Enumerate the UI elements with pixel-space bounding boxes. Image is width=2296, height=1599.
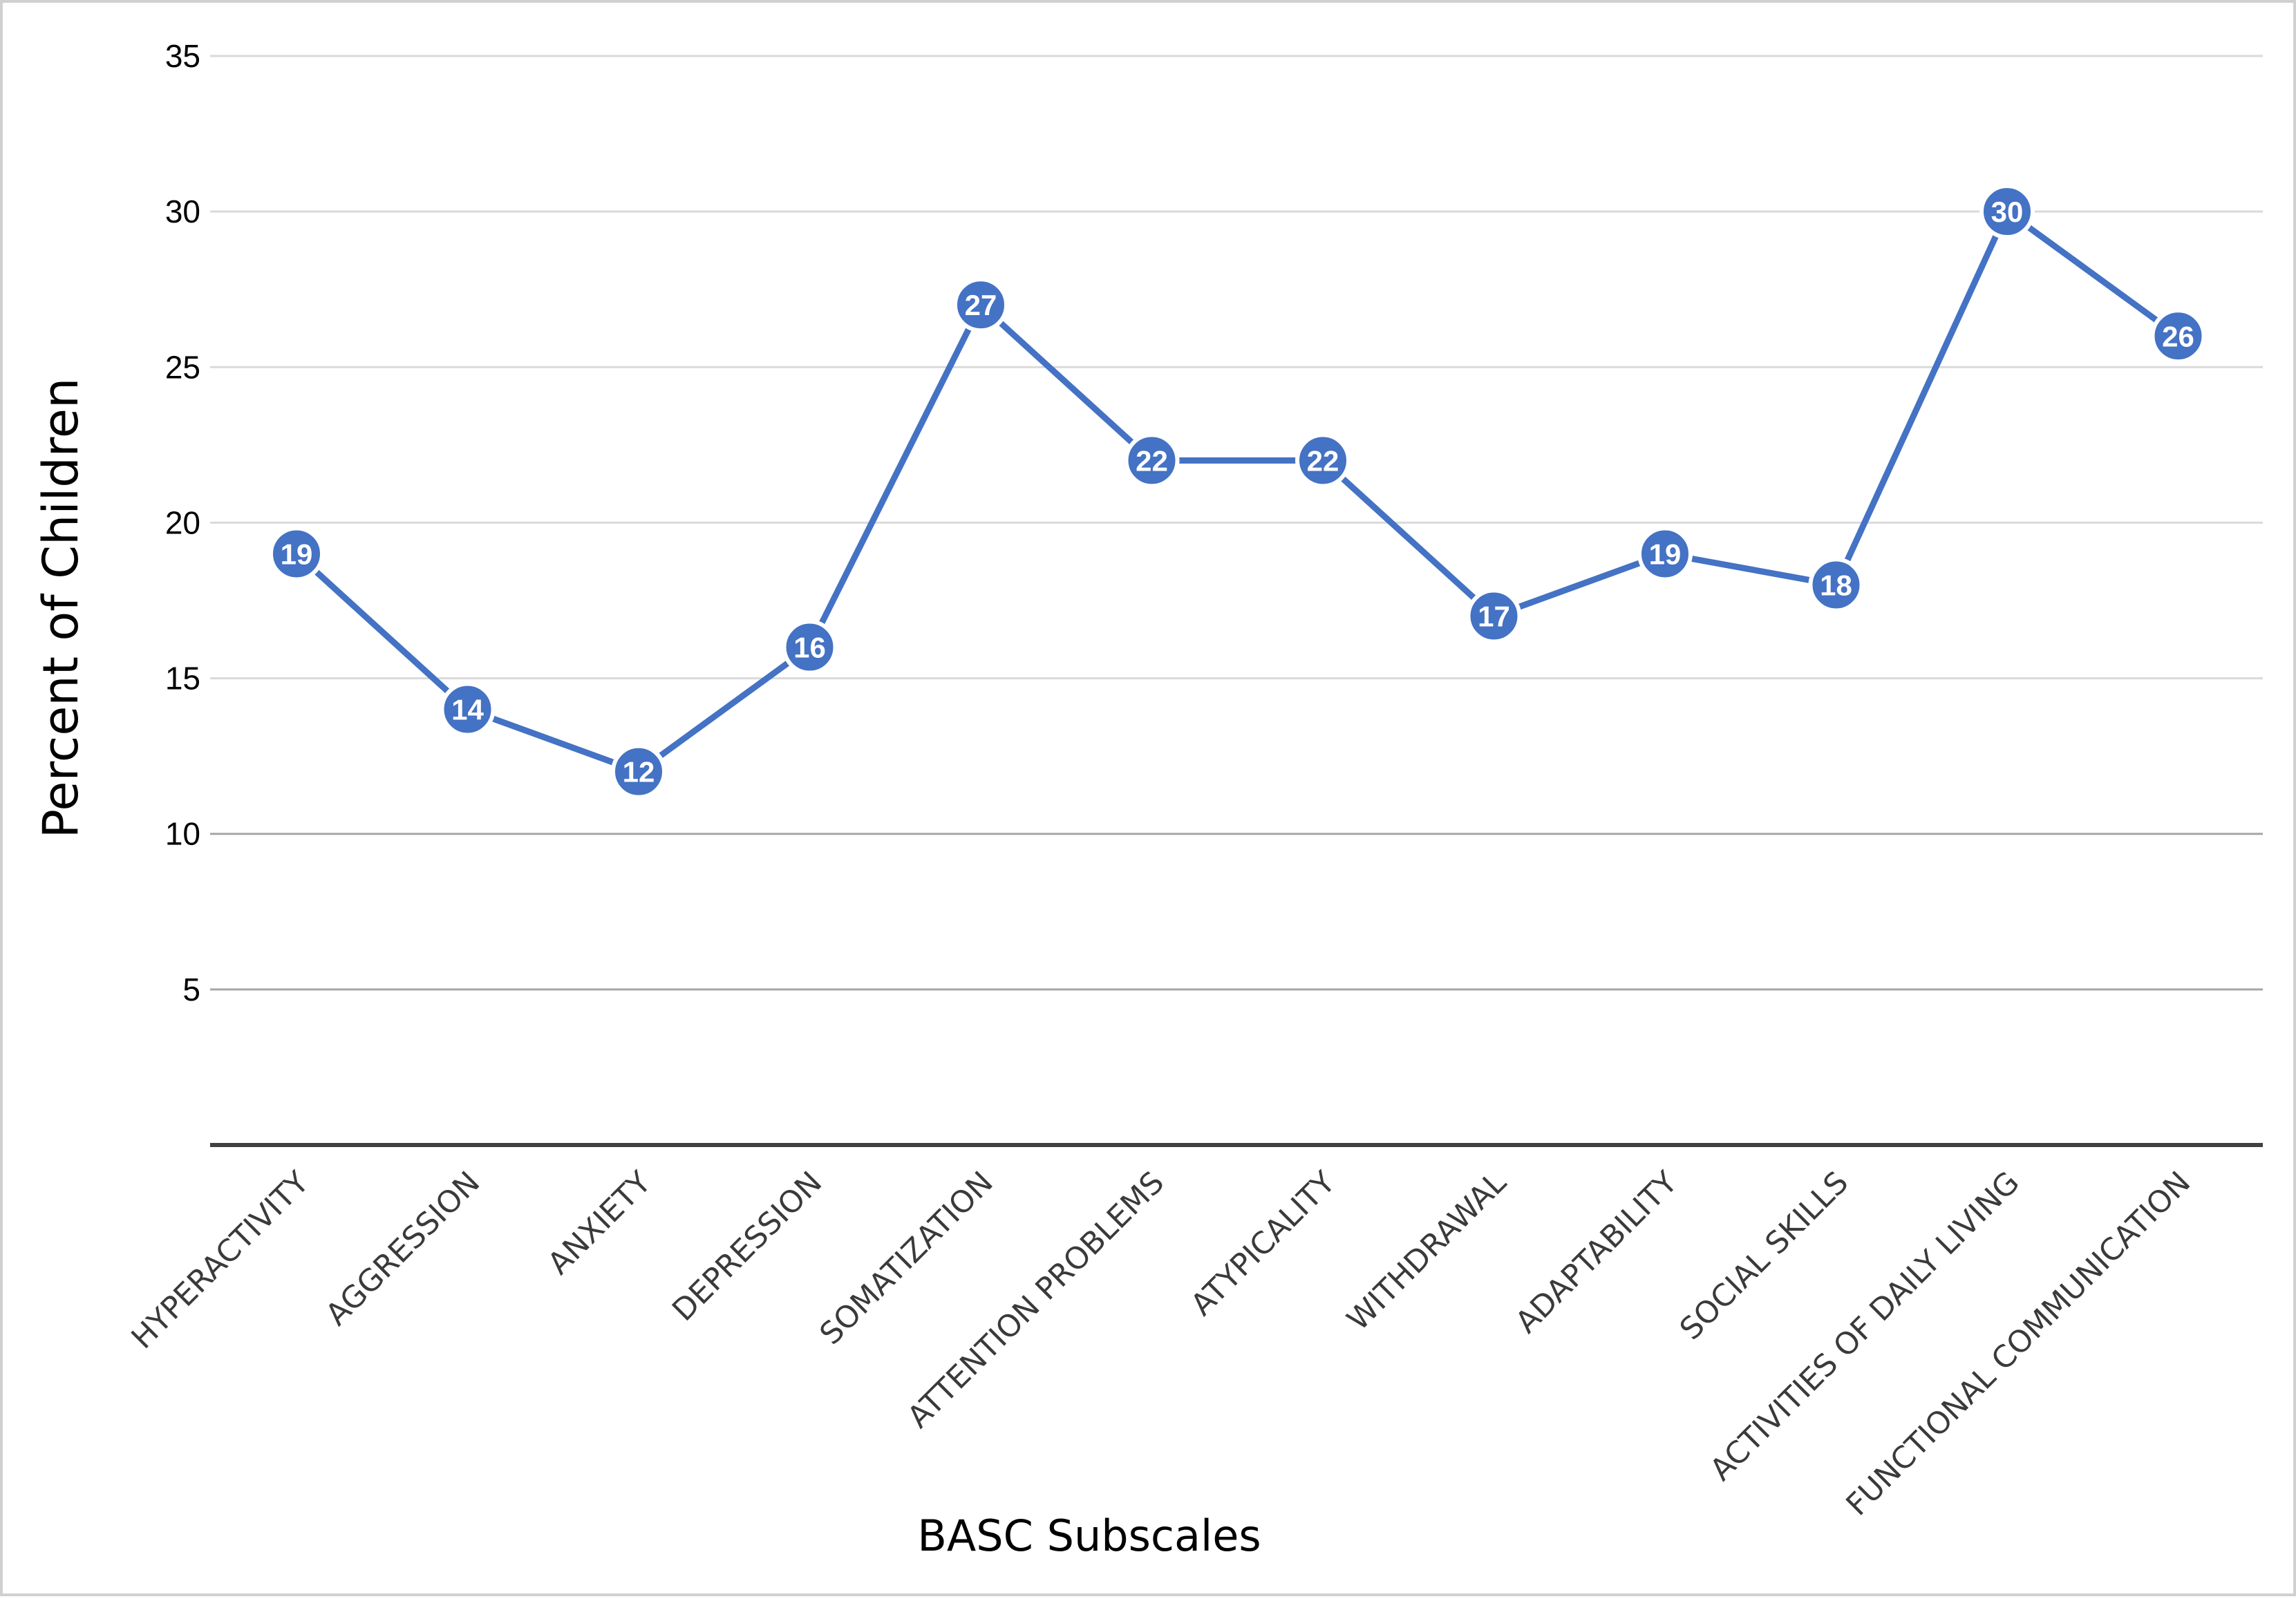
data-point-label: 27 <box>965 289 997 321</box>
x-category-label: SOMATIZATION <box>813 1165 999 1352</box>
data-point <box>2150 308 2206 364</box>
data-point-label: 17 <box>1478 600 1510 633</box>
data-point <box>1979 184 2035 240</box>
data-point <box>1808 557 1864 613</box>
data-point <box>269 526 324 582</box>
data-point <box>1124 433 1180 489</box>
x-axis-category-labels: HYPERACTIVITY AGGRESSION ANXIETY DEPRESSION… <box>124 1164 2197 1522</box>
y-tick-label-5: 5 <box>182 972 200 1007</box>
data-point-label: 26 <box>2162 320 2194 352</box>
x-category-label: SOCIAL SKILLS <box>1673 1165 1855 1347</box>
y-tick-label-30: 30 <box>165 193 200 229</box>
data-point-label: 14 <box>451 694 484 726</box>
y-tick-label-25: 25 <box>165 349 200 385</box>
data-point-label: 16 <box>793 632 826 664</box>
line-chart: 5 10 15 20 25 30 35 HYPERACTIVITY AGGRESSION ANX… <box>32 38 2263 1561</box>
data-point <box>1466 588 1522 644</box>
x-category-label: AGGRESSION <box>319 1165 487 1333</box>
x-category-label: FUNCTIONAL COMMUNICATION <box>1839 1165 2197 1523</box>
data-point <box>1637 526 1693 582</box>
series-line <box>293 208 2181 775</box>
y-tick-label-15: 15 <box>165 661 200 697</box>
data-point-label: 12 <box>623 756 655 788</box>
x-category-label: ATYPICALITY <box>1184 1165 1342 1323</box>
gridlines <box>210 55 2263 991</box>
data-point-label: 19 <box>1649 538 1682 570</box>
data-point-label: 18 <box>1820 569 1852 601</box>
data-point-label: 22 <box>1136 444 1168 477</box>
y-tick-label-20: 20 <box>165 504 200 540</box>
y-axis-title: Percent of Children <box>32 378 89 839</box>
x-category-label: ACTIVITIES OF DAILY LIVING <box>1704 1165 2026 1488</box>
x-category-label: DEPRESSION <box>666 1165 829 1328</box>
data-point <box>782 619 838 675</box>
data-point-label: 30 <box>1991 196 2024 228</box>
x-category-label: HYPERACTIVITY <box>124 1165 315 1356</box>
y-tick-label-10: 10 <box>165 816 200 852</box>
x-category-label: ANXIETY <box>541 1165 658 1282</box>
data-point <box>953 277 1008 333</box>
x-category-label: WITHDRAWAL <box>1340 1164 1513 1337</box>
data-point <box>440 681 496 737</box>
data-point-label: 22 <box>1307 444 1339 477</box>
x-axis-title: BASC Subscales <box>917 1511 1261 1561</box>
data-point <box>1295 433 1351 489</box>
x-category-label: ADAPTABILITY <box>1509 1165 1684 1341</box>
series-layer: 19 14 12 16 27 22 22 17 19 18 30 26 <box>269 184 2206 800</box>
data-point <box>611 744 666 800</box>
y-tick-label-35: 35 <box>165 38 200 74</box>
y-axis-tick-labels: 5 10 15 20 25 30 35 <box>165 38 200 1007</box>
data-point-label: 19 <box>281 538 313 570</box>
